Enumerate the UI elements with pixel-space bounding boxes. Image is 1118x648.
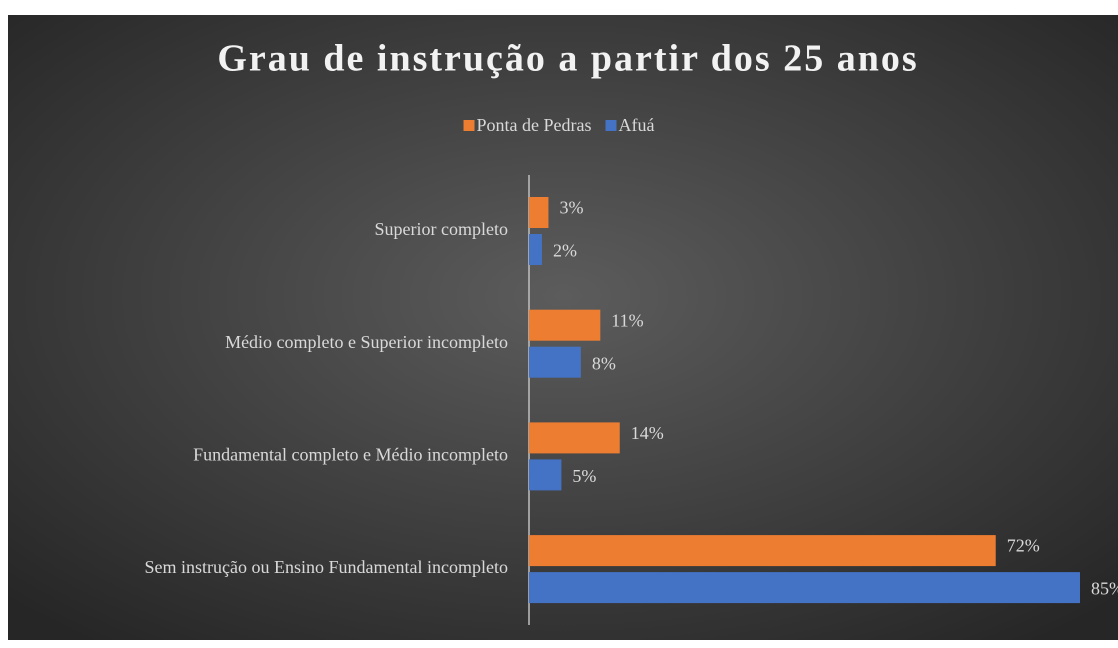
legend-label: Afuá	[619, 115, 655, 135]
bar	[529, 459, 562, 491]
data-label: 2%	[553, 241, 577, 261]
y-tick-label: Fundamental completo e Médio incompleto	[193, 445, 508, 465]
data-label: 5%	[572, 466, 596, 486]
bar	[529, 234, 542, 265]
legend-swatch	[605, 120, 617, 131]
data-label: 85%	[1091, 579, 1118, 599]
chart-title: Grau de instrução a partir dos 25 anos	[217, 38, 918, 80]
bar	[529, 197, 549, 228]
bar	[529, 346, 581, 378]
data-label: 11%	[611, 310, 643, 330]
data-label: 72%	[1007, 536, 1040, 556]
legend-label: Ponta de Pedras	[477, 115, 592, 135]
y-tick-label: Sem instrução ou Ensino Fundamental inco…	[145, 557, 508, 577]
bar	[529, 535, 996, 567]
legend-swatch	[463, 120, 475, 131]
y-tick-label: Superior completo	[375, 219, 508, 239]
data-label: 14%	[631, 423, 664, 443]
bar	[529, 309, 601, 341]
bar	[529, 422, 620, 454]
data-label: 8%	[592, 353, 616, 373]
data-label: 3%	[559, 198, 583, 218]
y-tick-label: Médio completo e Superior incompleto	[225, 332, 508, 352]
bar	[529, 572, 1080, 604]
